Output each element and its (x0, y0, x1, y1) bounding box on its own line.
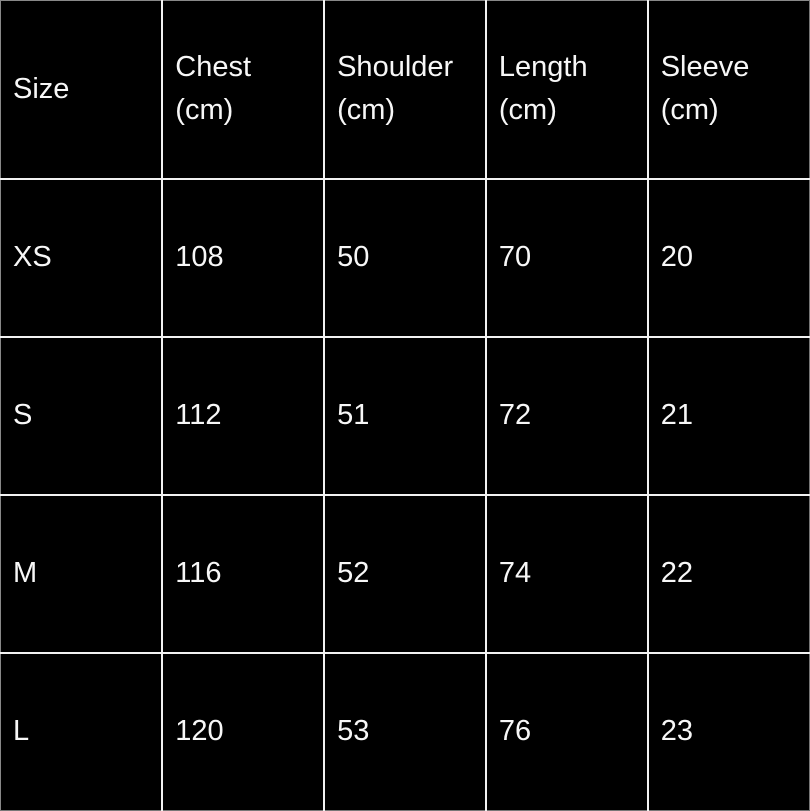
cell-sleeve: 22 (646, 493, 810, 654)
cell-sleeve: 21 (646, 335, 810, 496)
column-label: Shoulder (337, 50, 454, 83)
cell-length: 76 (484, 651, 649, 811)
cell-length: 70 (484, 177, 649, 338)
column-label: Size (13, 72, 70, 105)
table-row-m: M 116 52 74 22 (0, 493, 810, 654)
cell-shoulder: 53 (323, 651, 487, 811)
table-row-l: L 120 53 76 23 (0, 651, 810, 811)
column-header-size: Size (0, 0, 164, 180)
column-unit: (cm) (498, 94, 557, 127)
column-header-chest: Chest (cm) (161, 0, 326, 180)
cell-size: M (0, 493, 164, 654)
column-label: Chest (175, 50, 252, 83)
cell-chest: 116 (161, 493, 326, 654)
cell-size: XS (0, 177, 164, 338)
cell-length: 74 (484, 493, 649, 654)
column-label: Sleeve (660, 50, 750, 83)
column-unit: (cm) (660, 94, 719, 127)
header-row: Size Chest (cm) Shoulder (cm) Length (cm) S… (0, 0, 810, 180)
column-unit: (cm) (175, 94, 234, 127)
cell-chest: 112 (161, 335, 326, 496)
cell-length: 72 (484, 335, 649, 496)
table-header: Size Chest (cm) Shoulder (cm) Length (cm) S… (0, 0, 810, 180)
cell-shoulder: 51 (323, 335, 487, 496)
cell-sleeve: 20 (646, 177, 810, 338)
column-header-sleeve: Sleeve (cm) (646, 0, 810, 180)
cell-size: S (0, 335, 164, 496)
column-header-length: Length (cm) (484, 0, 649, 180)
table-row-xs: XS 108 50 70 20 (0, 177, 810, 338)
column-header-shoulder: Shoulder (cm) (323, 0, 487, 180)
cell-chest: 108 (161, 177, 326, 338)
cell-shoulder: 52 (323, 493, 487, 654)
table-body: XS 108 50 70 20 S 112 51 72 21 M 116 52 … (0, 177, 810, 811)
table-row-s: S 112 51 72 21 (0, 335, 810, 496)
column-unit: (cm) (337, 94, 396, 127)
cell-shoulder: 50 (323, 177, 487, 338)
cell-chest: 120 (161, 651, 326, 811)
column-label: Length (498, 50, 588, 83)
cell-size: L (0, 651, 164, 811)
cell-sleeve: 23 (646, 651, 810, 811)
